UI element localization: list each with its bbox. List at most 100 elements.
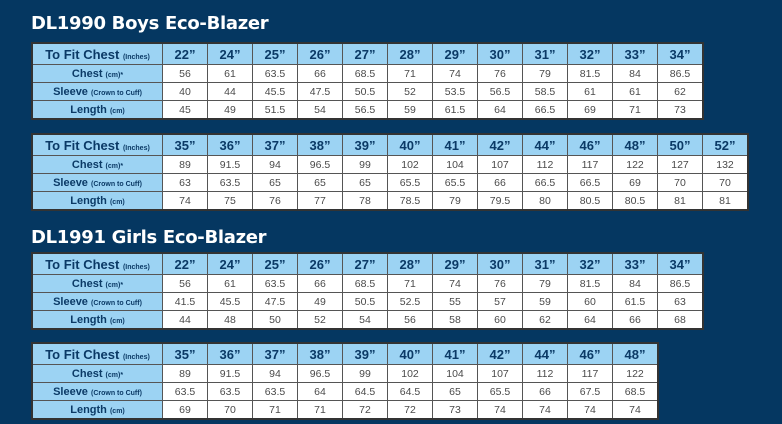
length-cell: 74: [522, 400, 568, 420]
label-unit: (Crown to Cuff): [91, 89, 142, 97]
sleeve-cell: 61: [567, 82, 613, 101]
sleeve-cell: 65: [252, 173, 298, 192]
chest-cell: 71: [387, 64, 433, 83]
length-cell: 78.5: [387, 191, 433, 211]
sleeve-cell: 64.5: [387, 382, 433, 401]
chest-cell: 102: [387, 155, 433, 174]
length-cell: 73: [432, 400, 478, 420]
chest-cell: 61: [207, 274, 253, 293]
sleeve-cell: 64.5: [342, 382, 388, 401]
chest-cell: 68.5: [342, 274, 388, 293]
label-main: Sleeve: [53, 85, 88, 98]
sleeve-row-label: Sleeve (Crown to Cuff): [31, 382, 163, 401]
length-cell: 79: [432, 191, 478, 211]
label-main: Chest: [71, 277, 103, 290]
chest-cell: 104: [432, 364, 478, 383]
sleeve-cell: 60: [567, 292, 613, 311]
sizes-cell: 40”: [387, 342, 433, 365]
sleeve-cell: 45.5: [252, 82, 298, 101]
sleeve-cell: 66.5: [567, 173, 613, 192]
sizes-cell: 24”: [207, 42, 253, 65]
length-cell: 59: [387, 100, 433, 120]
sizes-row: To Fit Chest (Inches) 22” 24” 25” 26” 27” 28” 2…: [31, 42, 704, 65]
length-cell: 74: [612, 400, 659, 420]
length-row: Length (cm) 69 70 71 71 72 72 73 74 74 74 74: [31, 400, 659, 420]
length-cell: 61.5: [432, 100, 478, 120]
label-main: Length: [70, 194, 107, 207]
chest-cell: 63.5: [252, 274, 298, 293]
sizes-cell: 42”: [477, 342, 523, 365]
chest-row: Chest (cm)* 56 61 63.5 66 68.5 71 74 76 79 81.5 84 8…: [31, 274, 704, 293]
sizes-cell: 44”: [522, 133, 568, 156]
size-table: To Fit Chest (Inches) 22” 24” 25” 26” 27” 28” 2…: [31, 42, 704, 120]
sizes-row: To Fit Chest (Inches) 22” 24” 25” 26” 27” 28” 2…: [31, 252, 704, 275]
label-main: To Fit Chest: [45, 346, 120, 362]
label-main: Chest: [71, 367, 103, 380]
label-main: Sleeve: [53, 295, 88, 308]
sleeve-cell: 52: [387, 82, 433, 101]
chest-cell: 79: [522, 64, 568, 83]
length-row-label: Length (cm): [31, 400, 163, 420]
length-cell: 68: [657, 310, 704, 330]
sleeve-cell: 64: [297, 382, 343, 401]
chest-cell: 112: [522, 155, 568, 174]
chest-cell: 122: [612, 364, 659, 383]
chest-cell: 94: [252, 155, 298, 174]
sizes-cell: 26”: [297, 252, 343, 275]
sleeve-cell: 61: [612, 82, 658, 101]
chest-cell: 127: [657, 155, 703, 174]
chest-cell: 89: [162, 155, 208, 174]
sizes-cell: 42”: [477, 133, 523, 156]
sizes-cell: 37”: [252, 133, 298, 156]
length-cell: 56: [387, 310, 433, 330]
label-main: Chest: [71, 67, 103, 80]
sizes-cell: 35”: [162, 342, 208, 365]
chest-row: Chest (cm)* 89 91.5 94 96.5 99 102 104 107 112 117…: [31, 364, 659, 383]
chest-cell: 96.5: [297, 155, 343, 174]
length-cell: 60: [477, 310, 523, 330]
sizes-cell: 34”: [657, 252, 704, 275]
label-unit: (Inches): [122, 263, 150, 271]
label-unit: (cm): [109, 107, 125, 115]
length-cell: 73: [657, 100, 704, 120]
chest-cell: 91.5: [207, 155, 253, 174]
size-table: To Fit Chest (Inches) 35” 36” 37” 38” 39” 40” 4…: [31, 342, 659, 420]
boys-blazer-title: DL1990 Boys Eco-Blazer: [31, 13, 269, 34]
length-cell: 79.5: [477, 191, 523, 211]
label-main: Chest: [71, 158, 103, 171]
label-main: Length: [70, 103, 107, 116]
sizes-cell: 28”: [387, 252, 433, 275]
length-cell: 44: [162, 310, 208, 330]
sleeve-cell: 58.5: [522, 82, 568, 101]
sleeve-cell: 65.5: [387, 173, 433, 192]
label-unit: (Inches): [122, 53, 150, 61]
sleeve-row: Sleeve (Crown to Cuff) 40 44 45.5 47.5 50.5 52…: [31, 82, 704, 101]
sleeve-cell: 65: [342, 173, 388, 192]
sizes-row-label: To Fit Chest (Inches): [31, 133, 163, 156]
chest-cell: 84: [612, 274, 658, 293]
chest-cell: 107: [477, 155, 523, 174]
sizes-cell: 31”: [522, 42, 568, 65]
length-cell: 69: [162, 400, 208, 420]
chest-cell: 56: [162, 64, 208, 83]
sleeve-row: Sleeve (Crown to Cuff) 41.5 45.5 47.5 49 50.5…: [31, 292, 704, 311]
length-cell: 80.5: [612, 191, 658, 211]
sizes-cell: 39”: [342, 133, 388, 156]
label-main: To Fit Chest: [45, 256, 120, 272]
length-cell: 62: [522, 310, 568, 330]
sizes-cell: 24”: [207, 252, 253, 275]
chest-cell: 61: [207, 64, 253, 83]
length-cell: 74: [162, 191, 208, 211]
sleeve-cell: 50.5: [342, 82, 388, 101]
length-cell: 77: [297, 191, 343, 211]
length-cell: 78: [342, 191, 388, 211]
sleeve-row: Sleeve (Crown to Cuff) 63.5 63.5 63.5 64 64.5…: [31, 382, 659, 401]
sizes-row: To Fit Chest (Inches) 35” 36” 37” 38” 39” 40” 4…: [31, 342, 659, 365]
chest-cell: 66: [297, 274, 343, 293]
sleeve-cell: 66: [522, 382, 568, 401]
chest-cell: 71: [387, 274, 433, 293]
sizes-cell: 29”: [432, 252, 478, 275]
length-cell: 69: [567, 100, 613, 120]
sleeve-cell: 56.5: [477, 82, 523, 101]
size-table: To Fit Chest (Inches) 22” 24” 25” 26” 27” 28” 2…: [31, 252, 704, 330]
